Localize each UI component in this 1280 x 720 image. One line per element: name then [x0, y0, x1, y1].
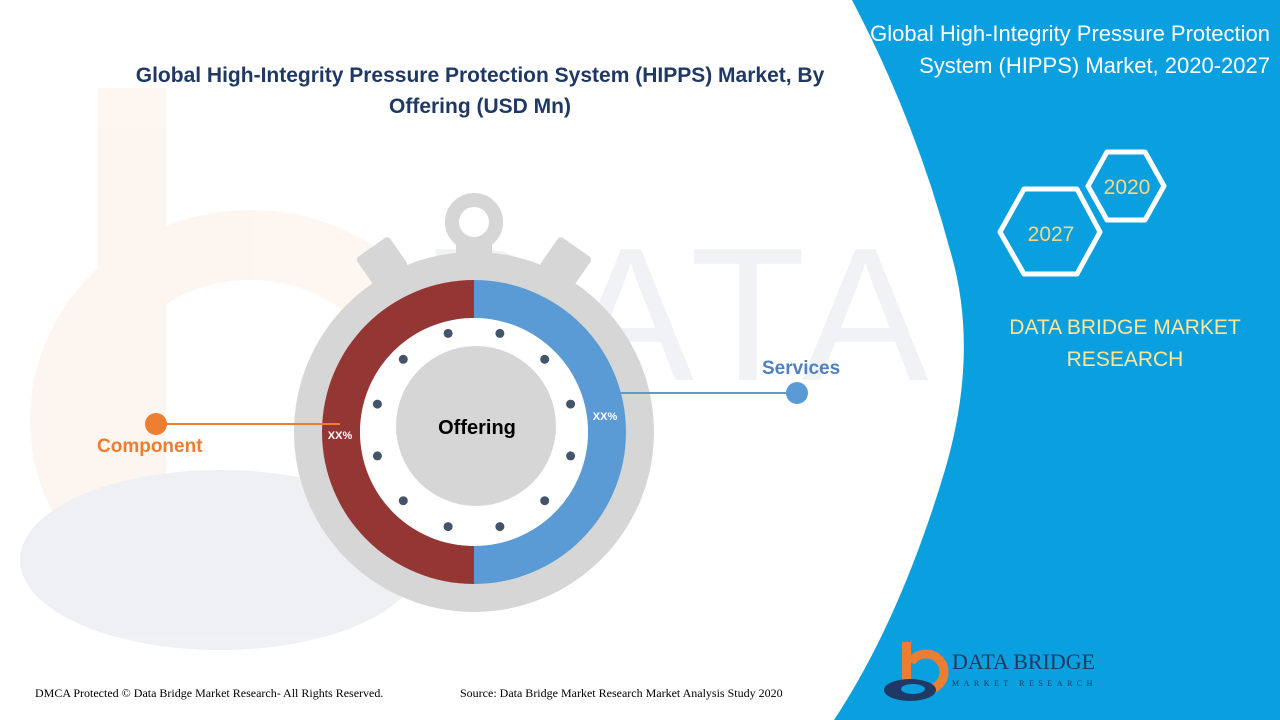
- center-hub: [396, 346, 556, 506]
- dial-dot: [540, 354, 550, 364]
- services-marker: [786, 382, 808, 404]
- dial-tick-dots: [372, 328, 576, 532]
- dial-dot: [372, 399, 382, 409]
- legend-component: Component: [97, 436, 203, 457]
- slice-services: [474, 280, 626, 584]
- footer-source: Source: Data Bridge Market Research Mark…: [460, 686, 783, 700]
- brand-name: DATA BRIDGE MARKET RESEARCH: [1009, 316, 1241, 371]
- dial-dot: [443, 328, 453, 338]
- center-label: Offering: [438, 417, 516, 439]
- dial-dot: [540, 496, 550, 506]
- dial-dot: [566, 399, 576, 409]
- donut-slices: [322, 280, 626, 584]
- slice-label-services: XX%: [593, 411, 618, 423]
- legend-services: Services: [762, 358, 841, 379]
- chart-title: Global High-Integrity Pressure Protectio…: [135, 64, 825, 119]
- year-start-label: 2020: [1104, 176, 1151, 199]
- dial-dot: [566, 451, 576, 461]
- dial-dot: [398, 496, 408, 506]
- footer-copyright: DMCA Protected © Data Bridge Market Rese…: [35, 686, 384, 700]
- slice-labels: XX% XX%: [328, 411, 618, 442]
- logo-title: DATA BRIDGE: [952, 649, 1095, 674]
- brand-logo: DATA BRIDGE MARKET RESEARCH: [884, 642, 1097, 701]
- panel-title: Global High-Integrity Pressure Protectio…: [870, 21, 1270, 78]
- year-end-label: 2027: [1028, 223, 1075, 246]
- slice-label-component: XX%: [328, 430, 353, 442]
- dial-dot: [372, 451, 382, 461]
- logo-subtitle: MARKET RESEARCH: [952, 679, 1097, 688]
- slice-component: [322, 280, 474, 584]
- component-marker: [145, 413, 167, 435]
- dial-dot: [398, 354, 408, 364]
- hexagon-2020: [1085, 149, 1167, 223]
- dial-dot: [443, 522, 453, 532]
- dial-dot: [495, 328, 505, 338]
- logo-icon: [884, 642, 949, 701]
- dial-dot: [495, 522, 505, 532]
- hexagon-2027: [997, 186, 1103, 277]
